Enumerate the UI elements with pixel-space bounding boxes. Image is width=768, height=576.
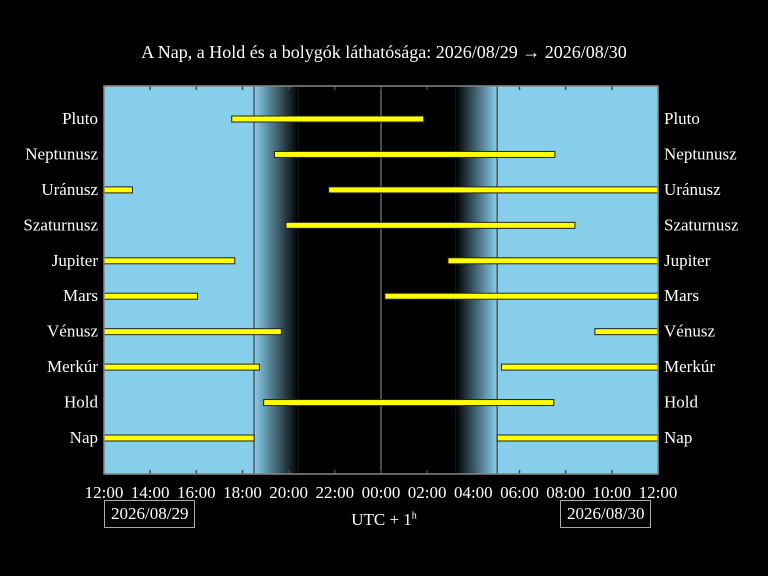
night-background xyxy=(298,86,456,474)
x-tick-label: 06:00 xyxy=(500,483,539,502)
visibility-bar xyxy=(103,434,255,442)
visibility-bar xyxy=(103,186,133,194)
row-label-right: Vénusz xyxy=(664,322,715,341)
visibility-bar xyxy=(231,115,425,123)
x-tick-label: 00:00 xyxy=(362,483,401,502)
visibility-bar xyxy=(285,221,576,229)
evening-twilight xyxy=(254,86,299,474)
x-tick-label: 18:00 xyxy=(223,483,262,502)
morning-twilight xyxy=(455,86,498,474)
x-tick-label: 16:00 xyxy=(177,483,216,502)
x-tick-label: 22:00 xyxy=(315,483,354,502)
x-axis-label-text: UTC + 1 xyxy=(351,510,412,529)
x-tick-label: 04:00 xyxy=(454,483,493,502)
row-label-right: Mars xyxy=(664,286,699,305)
visibility-bar xyxy=(273,150,556,158)
visibility-bar xyxy=(103,257,236,265)
row-label-right: Nap xyxy=(664,428,692,447)
row-label-left: Szaturnusz xyxy=(23,215,98,234)
x-tick-label: 12:00 xyxy=(639,483,678,502)
visibility-bar xyxy=(103,328,282,336)
visibility-bar xyxy=(263,399,555,407)
row-label-right: Merkúr xyxy=(664,357,715,376)
chart-title: A Nap, a Hold és a bolygók láthatósága: … xyxy=(141,42,627,62)
x-tick-label: 14:00 xyxy=(131,483,170,502)
row-label-left: Neptunusz xyxy=(25,144,98,163)
visibility-bar xyxy=(103,292,198,300)
row-label-left: Merkúr xyxy=(47,357,98,376)
visibility-bar xyxy=(103,363,260,371)
x-axis-label: UTC + 1h xyxy=(0,510,768,530)
visibility-bar xyxy=(496,434,659,442)
row-label-left: Jupiter xyxy=(52,251,99,270)
row-label-right: Jupiter xyxy=(664,251,711,270)
row-label-left: Pluto xyxy=(62,109,98,128)
row-label-left: Vénusz xyxy=(47,322,98,341)
row-label-right: Uránusz xyxy=(664,180,721,199)
row-label-left: Uránusz xyxy=(41,180,98,199)
row-label-right: Neptunusz xyxy=(664,144,737,163)
x-axis-label-sup: h xyxy=(411,510,417,522)
row-label-left: Mars xyxy=(63,286,98,305)
x-tick-label: 02:00 xyxy=(408,483,447,502)
visibility-bar xyxy=(384,292,659,300)
row-label-left: Hold xyxy=(64,393,99,412)
row-label-right: Szaturnusz xyxy=(664,215,739,234)
x-tick-label: 12:00 xyxy=(85,483,124,502)
end-date-label: 2026/08/30 xyxy=(560,500,652,528)
start-date-label: 2026/08/29 xyxy=(104,500,196,528)
visibility-bar xyxy=(594,328,659,336)
plot-frame xyxy=(103,85,659,475)
visibility-bar xyxy=(328,186,659,194)
row-label-right: Pluto xyxy=(664,109,700,128)
row-label-left: Nap xyxy=(70,428,98,447)
x-tick-label: 20:00 xyxy=(269,483,308,502)
visibility-bar xyxy=(500,363,659,371)
x-tick-label: 10:00 xyxy=(592,483,631,502)
visibility-bar xyxy=(447,257,659,265)
x-tick-label: 08:00 xyxy=(546,483,585,502)
row-label-right: Hold xyxy=(664,393,699,412)
